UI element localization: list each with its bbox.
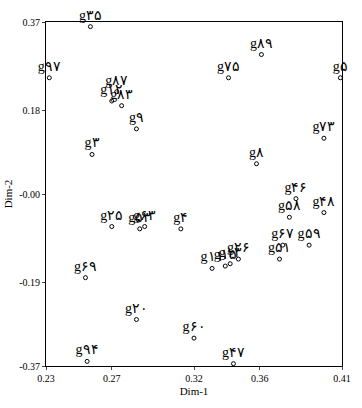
svg-text:Dim-2: Dim-2 bbox=[2, 180, 14, 209]
svg-text:0.23: 0.23 bbox=[37, 373, 55, 384]
svg-text:g۶۰: g۶۰ bbox=[183, 319, 206, 334]
svg-text:g۸۹: g۸۹ bbox=[250, 36, 273, 51]
svg-text:g۵۸: g۵۸ bbox=[278, 198, 301, 213]
svg-text:g۷۵: g۷۵ bbox=[217, 59, 240, 74]
svg-text:Dim-1: Dim-1 bbox=[180, 385, 209, 397]
svg-text:g۹۷: g۹۷ bbox=[38, 59, 61, 74]
svg-text:g۲۰: g۲۰ bbox=[125, 301, 148, 316]
svg-text:-0.00: -0.00 bbox=[19, 189, 40, 200]
svg-text:0.36: 0.36 bbox=[251, 373, 269, 384]
svg-text:g۵۳: g۵۳ bbox=[128, 210, 151, 225]
svg-text:g۸۳: g۸۳ bbox=[110, 87, 133, 102]
svg-text:g۱۵: g۱۵ bbox=[214, 247, 237, 262]
svg-text:g۵: g۵ bbox=[333, 59, 348, 74]
svg-text:g۵۹: g۵۹ bbox=[298, 226, 321, 241]
svg-text:g۱۲: g۱۲ bbox=[100, 82, 123, 97]
svg-text:g۴۶: g۴۶ bbox=[284, 180, 307, 195]
svg-text:g۴۷: g۴۷ bbox=[222, 345, 245, 360]
svg-text:g۱۱: g۱۱ bbox=[201, 249, 224, 264]
svg-text:g۲۵: g۲۵ bbox=[100, 208, 123, 223]
svg-text:0.18: 0.18 bbox=[23, 105, 41, 116]
svg-text:g۹: g۹ bbox=[129, 110, 144, 125]
svg-text:-0.19: -0.19 bbox=[19, 277, 40, 288]
svg-text:0.37: 0.37 bbox=[23, 17, 41, 28]
svg-text:g۶۹: g۶۹ bbox=[74, 259, 97, 274]
svg-text:0.27: 0.27 bbox=[103, 373, 121, 384]
svg-text:g۴: g۴ bbox=[173, 210, 188, 225]
svg-text:g۲۶: g۲۶ bbox=[227, 240, 250, 255]
svg-text:g۳۵: g۳۵ bbox=[79, 8, 102, 23]
svg-text:g۱۳: g۱۳ bbox=[219, 245, 242, 260]
svg-text:0.32: 0.32 bbox=[185, 373, 203, 384]
svg-text:g۸: g۸ bbox=[249, 145, 264, 160]
svg-text:g۴۸: g۴۸ bbox=[312, 194, 335, 209]
svg-text:-0.37: -0.37 bbox=[19, 361, 40, 372]
svg-text:g۵۱: g۵۱ bbox=[268, 240, 291, 255]
svg-text:g۸۷: g۸۷ bbox=[105, 73, 128, 88]
svg-text:g۹۴: g۹۴ bbox=[76, 342, 99, 357]
svg-text:g۳: g۳ bbox=[85, 135, 100, 150]
svg-text:g۶۳: g۶۳ bbox=[133, 208, 156, 223]
svg-text:0.41: 0.41 bbox=[333, 373, 351, 384]
svg-text:g۷۳: g۷۳ bbox=[312, 119, 335, 134]
svg-text:g۶۷: g۶۷ bbox=[271, 226, 294, 241]
